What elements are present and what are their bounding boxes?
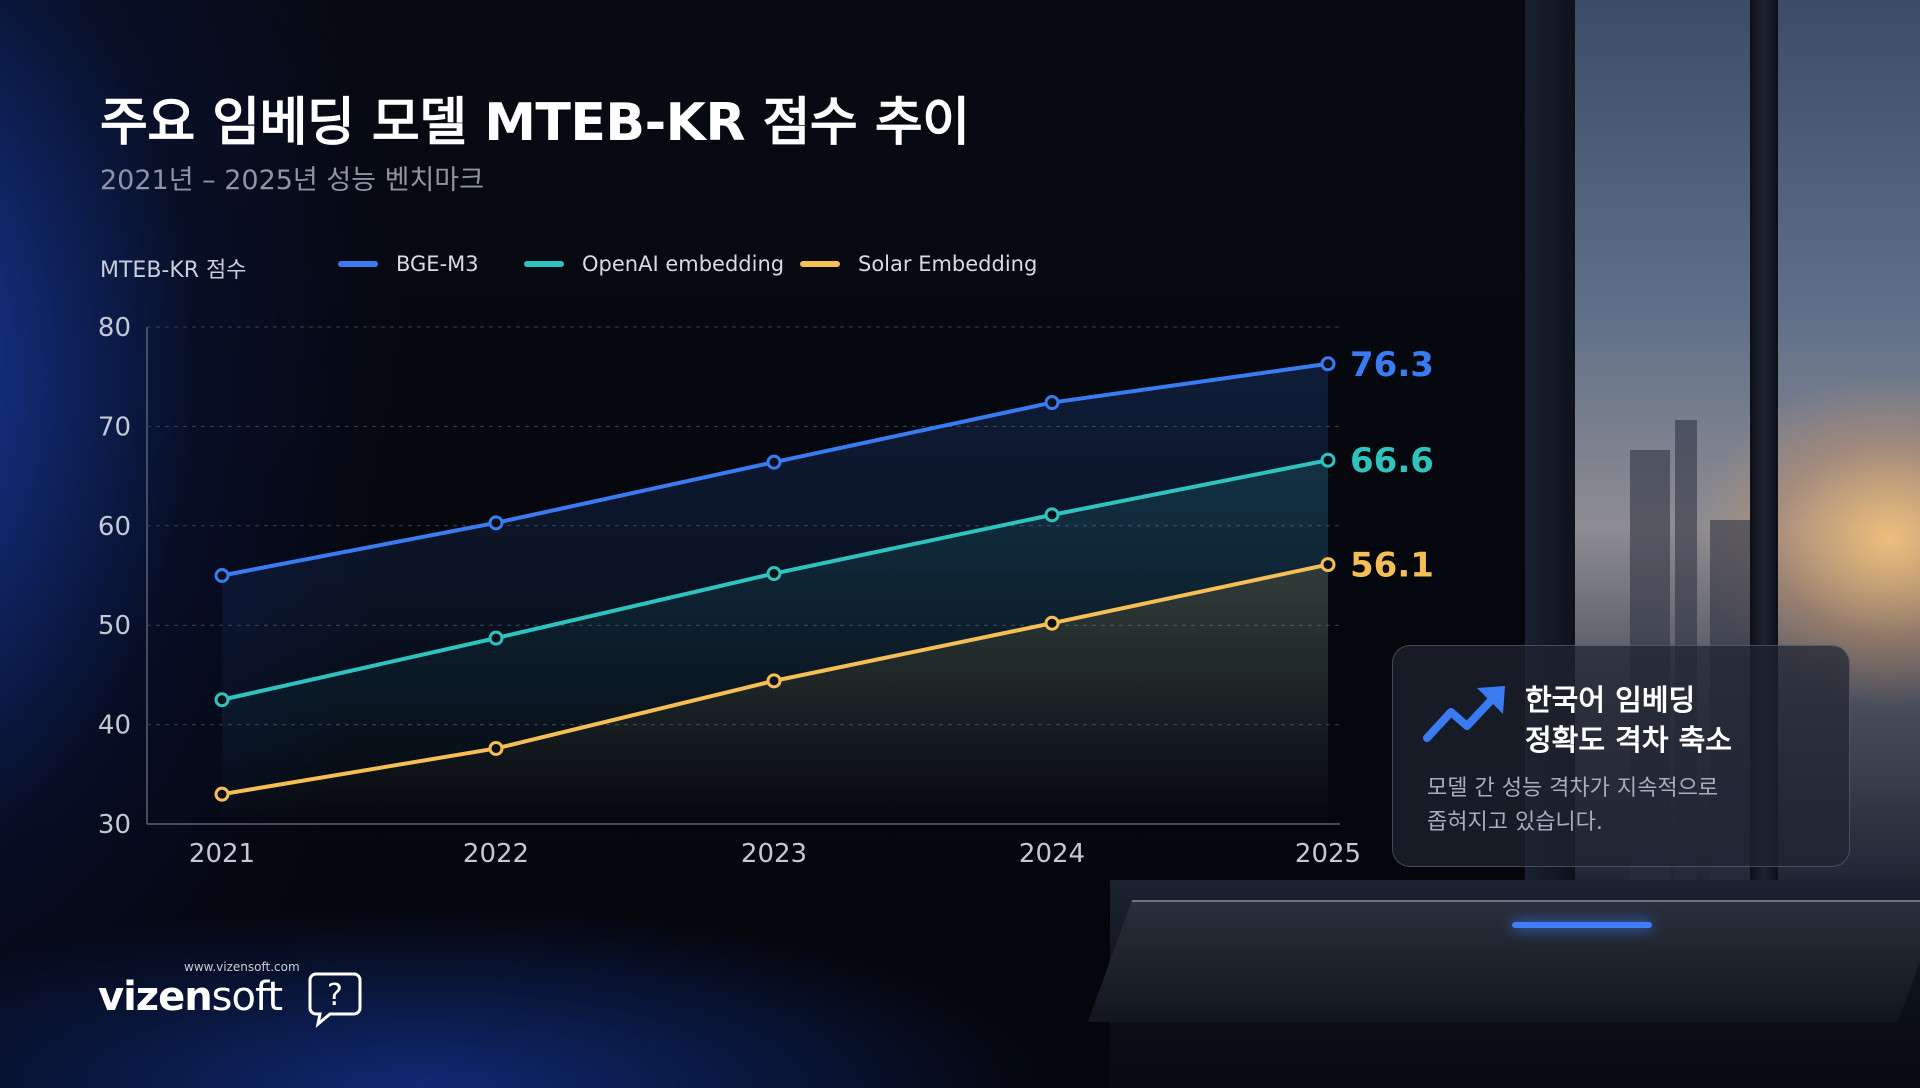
data-point (1320, 557, 1336, 573)
legend-item-openai: OpenAI embedding (524, 252, 784, 276)
x-tick-label: 2025 (1295, 839, 1361, 869)
y-tick-label: 50 (98, 611, 131, 641)
callout-heading-line2: 정확도 격차 축소 (1525, 723, 1732, 757)
y-axis-label: MTEB-KR 점수 (100, 258, 247, 283)
callout-body: 모델 간 성능 격차가 지속적으로 좁혀지고 있습니다. (1427, 772, 1827, 840)
logo-name-bold: vizen (98, 974, 213, 1020)
legend-item-bge: BGE-M3 (338, 252, 479, 276)
y-tick-label: 80 (98, 313, 131, 343)
callout-body-line1: 모델 간 성능 격차가 지속적으로 (1427, 776, 1719, 801)
legend-item-solar: Solar Embedding (800, 252, 1037, 276)
x-tick-label: 2022 (463, 839, 529, 869)
end-value-label: 76.3 (1350, 345, 1434, 385)
chart-subtitle: 2021년 – 2025년 성능 벤치마크 (100, 165, 484, 196)
data-point (1320, 452, 1336, 468)
data-point (214, 786, 230, 802)
data-point (1044, 615, 1060, 631)
data-point (488, 515, 504, 531)
insight-callout: 한국어 임베딩 정확도 격차 축소 모델 간 성능 격차가 지속적으로 좁혀지고… (1392, 645, 1850, 867)
end-value-label: 66.6 (1350, 441, 1434, 481)
legend-label-solar: Solar Embedding (858, 252, 1038, 276)
y-tick-label: 60 (98, 512, 131, 542)
device-light (1512, 922, 1652, 928)
legend-swatch-openai (524, 261, 564, 267)
data-point (1044, 507, 1060, 523)
data-point (766, 566, 782, 582)
legend-label-bge: BGE-M3 (396, 252, 479, 276)
logo-mark: ? (327, 978, 343, 1013)
y-tick-label: 40 (98, 711, 131, 741)
speech-bubble-icon: ? (308, 972, 362, 1028)
data-point (488, 740, 504, 756)
callout-body-line2: 좁혀지고 있습니다. (1427, 810, 1603, 835)
callout-heading-line1: 한국어 임베딩 (1525, 683, 1696, 717)
data-point (488, 630, 504, 646)
data-point (1320, 356, 1336, 372)
data-point (214, 568, 230, 583)
x-tick-label: 2021 (189, 839, 255, 869)
x-tick-label: 2023 (741, 839, 807, 869)
callout-heading: 한국어 임베딩 정확도 격차 축소 (1525, 680, 1835, 760)
chart-title: 주요 임베딩 모델 MTEB-KR 점수 추이 (100, 93, 970, 153)
data-point (766, 454, 782, 470)
logo-wordmark: vizensoft (98, 974, 283, 1020)
data-point (766, 673, 782, 689)
legend-label-openai: OpenAI embedding (582, 252, 785, 276)
legend-swatch-bge (338, 261, 378, 267)
y-tick-label: 30 (98, 810, 131, 840)
logo-url: www.vizensoft.com (184, 960, 300, 974)
y-tick-label: 70 (98, 412, 131, 442)
data-point (214, 692, 230, 708)
trend-up-arrow-icon (1423, 686, 1505, 742)
legend-swatch-solar (800, 261, 840, 267)
end-value-label: 56.1 (1350, 546, 1434, 586)
logo-name-light: soft (211, 974, 283, 1020)
x-tick-label: 2024 (1019, 839, 1085, 869)
data-point (1044, 395, 1060, 411)
